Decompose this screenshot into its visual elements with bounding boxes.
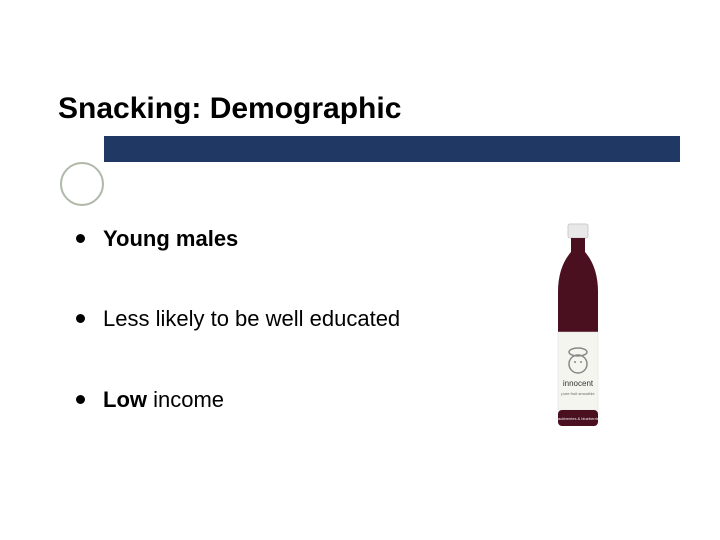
- bottle-icon: innocent pure fruit smoothie blackberrie…: [538, 222, 618, 442]
- bullet-list: Young males Less likely to be well educa…: [76, 226, 496, 467]
- product-image: innocent pure fruit smoothie blackberrie…: [538, 222, 618, 442]
- list-item: Low income: [76, 387, 496, 413]
- list-item: Less likely to be well educated: [76, 306, 496, 332]
- title-underline-bar: [104, 136, 680, 162]
- brand-label: innocent: [563, 379, 594, 388]
- svg-text:blackberries & blueberries: blackberries & blueberries: [555, 416, 601, 421]
- bullet-icon: [76, 395, 85, 404]
- bullet-icon: [76, 314, 85, 323]
- slide-title: Snacking: Demographic: [58, 92, 401, 126]
- bullet-text: Less likely to be well educated: [103, 306, 400, 332]
- title-underline-circle: [60, 162, 104, 206]
- list-item: Young males: [76, 226, 496, 252]
- slide: Snacking: Demographic Young males Less l…: [0, 0, 720, 540]
- svg-text:pure fruit smoothie: pure fruit smoothie: [561, 391, 595, 396]
- bullet-text: Low income: [103, 387, 224, 413]
- bullet-text: Young males: [103, 226, 238, 252]
- bullet-icon: [76, 234, 85, 243]
